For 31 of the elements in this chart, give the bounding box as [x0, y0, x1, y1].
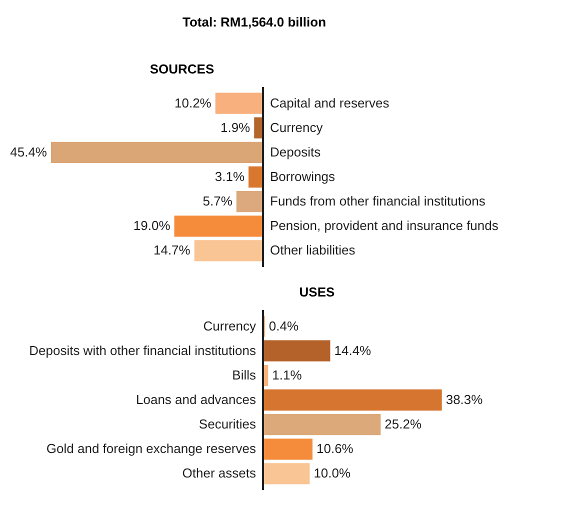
data-label: 10.6%	[316, 441, 354, 456]
data-label: 1.1%	[272, 367, 302, 382]
data-label: 10.2%	[174, 95, 212, 110]
y-tick-label: Capital and reserves	[270, 95, 390, 110]
y-tick-label: Gold and foreign exchange reserves	[46, 441, 256, 456]
y-tick-label: Borrowings	[270, 169, 336, 184]
y-tick-label: Securities	[198, 416, 256, 432]
y-tick-label: Other assets	[182, 466, 256, 481]
data-label: 3.1%	[214, 169, 245, 184]
y-tick-label: Deposits with other financial institutions	[29, 342, 256, 358]
data-label: 1.9%	[220, 120, 251, 135]
chart-title: Total: RM1,564.0 billion	[182, 14, 326, 30]
y-tick-label: Bills	[232, 367, 256, 382]
data-label: 10.0%	[314, 466, 351, 481]
data-label: 38.3%	[446, 392, 484, 407]
y-tick-label: Deposits	[270, 144, 322, 160]
data-label: 0.4%	[268, 318, 299, 334]
y-tick-label: Currency	[270, 120, 324, 135]
y-tick-label: Currency	[203, 318, 256, 334]
data-label: 14.7%	[153, 242, 191, 258]
y-tick-label: Other liabilities	[270, 242, 356, 258]
y-tick-label: Pension, provident and insurance funds	[270, 218, 499, 234]
data-label: 14.4%	[334, 342, 372, 358]
chart-subtitle: SOURCES	[150, 61, 214, 76]
data-label: 45.4%	[10, 144, 48, 160]
data-label: 5.7%	[202, 194, 233, 209]
data-label: 19.0%	[133, 218, 171, 234]
y-tick-label: Funds from other financial institutions	[270, 194, 486, 209]
data-label: 25.2%	[384, 416, 422, 432]
chart-title: USES	[299, 284, 336, 300]
y-tick-label: Loans and advances	[136, 392, 256, 407]
